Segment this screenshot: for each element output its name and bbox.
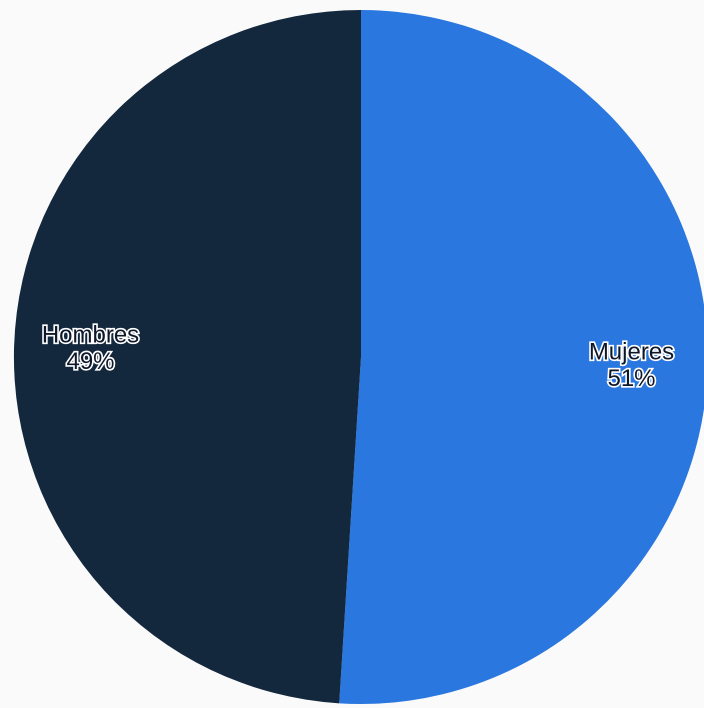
- pie-slice-mujeres: [339, 10, 704, 704]
- slice-percent: 49%: [66, 348, 114, 375]
- pie-labels: Mujeres 51% Hombres 49%: [40, 320, 676, 394]
- slice-name: Mujeres: [589, 339, 674, 366]
- slice-percent: 51%: [607, 365, 655, 392]
- slice-label-mujeres: Mujeres 51%: [589, 339, 674, 392]
- slice-label-hombres: Hombres 49%: [42, 322, 139, 375]
- pie-slice-hombres: [13, 9, 361, 704]
- pie-slices: [13, 9, 704, 704]
- slice-name: Hombres: [42, 322, 139, 349]
